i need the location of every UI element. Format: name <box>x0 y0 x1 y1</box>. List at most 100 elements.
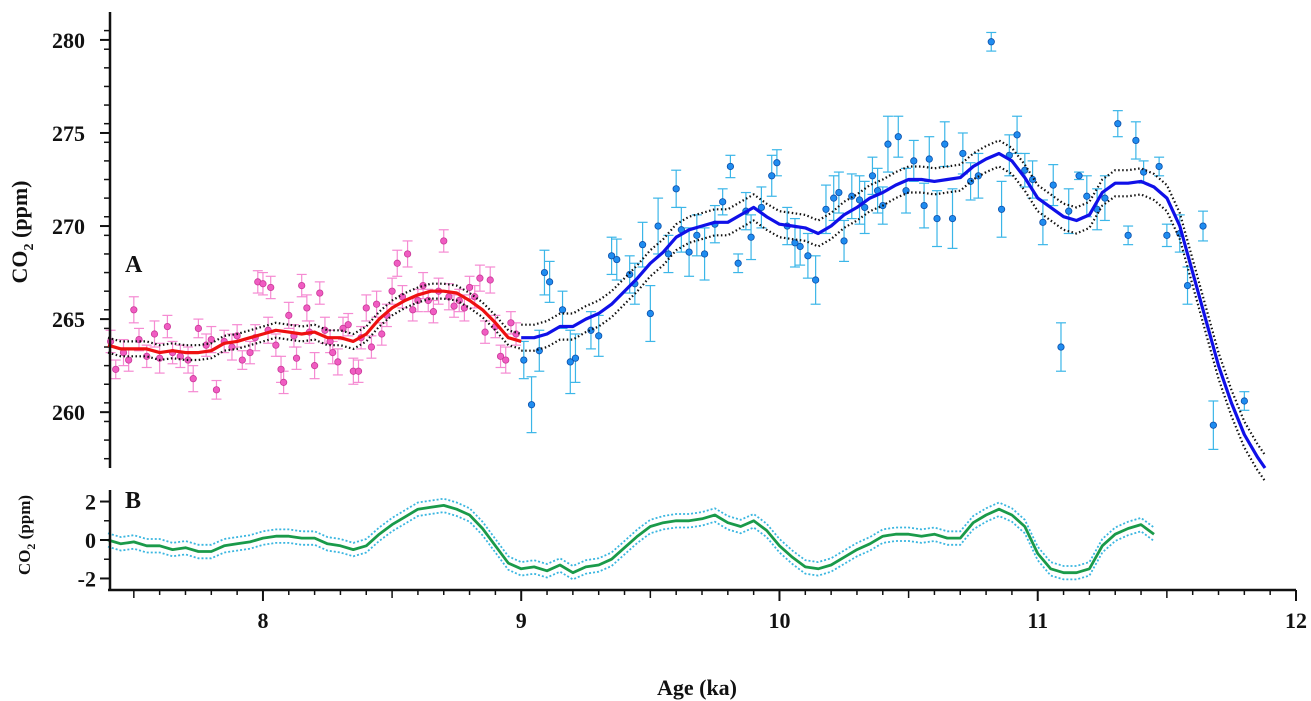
ylabel-b-main: CO <box>15 550 34 576</box>
data-point <box>546 278 554 286</box>
data-point <box>1124 231 1132 239</box>
data-point <box>796 242 804 251</box>
data-point <box>768 172 776 180</box>
data-point <box>812 276 820 284</box>
data-point <box>311 362 319 370</box>
data-point <box>163 322 171 331</box>
data-point <box>868 172 877 180</box>
data-point <box>654 222 662 230</box>
data-point <box>941 140 949 148</box>
data-point <box>861 203 869 212</box>
data-point <box>830 194 838 202</box>
ylabel-a-tail: (ppm) <box>7 181 32 244</box>
panel-b-y-ticks: -2 0 2 <box>78 490 110 591</box>
data-point <box>409 306 417 314</box>
ytick-a-label: 280 <box>52 28 85 53</box>
data-point <box>1075 172 1083 180</box>
data-point <box>693 231 701 239</box>
ylabel-b-tail: (ppm) <box>15 495 34 544</box>
ytick-b-label: 2 <box>85 490 96 515</box>
data-point <box>1183 281 1192 290</box>
residual-line <box>107 504 1155 575</box>
data-point <box>486 276 494 284</box>
spline-envelope-lower <box>521 165 1266 482</box>
ytick-b-label: 0 <box>85 528 96 553</box>
ytick-a-label: 260 <box>52 400 85 425</box>
data-point <box>460 304 468 312</box>
data-point <box>804 252 812 260</box>
data-point <box>791 239 799 247</box>
data-point <box>726 162 735 171</box>
data-point <box>822 205 830 213</box>
data-point <box>496 352 505 360</box>
data-point <box>354 367 363 375</box>
data-point <box>1049 181 1057 189</box>
data-point <box>1163 231 1171 239</box>
data-point <box>855 196 864 204</box>
data-point <box>1155 162 1163 171</box>
data-point <box>507 319 515 327</box>
data-point <box>238 356 246 364</box>
panel-b-marks <box>107 497 1155 581</box>
panel-b-y-title: CO2 (ppm) <box>15 495 38 575</box>
xtick-label: 10 <box>768 608 790 633</box>
data-point <box>1083 192 1091 200</box>
data-point <box>367 343 376 351</box>
spline-envelope-lower <box>107 297 522 362</box>
data-point <box>194 324 202 333</box>
data-point <box>1199 222 1207 230</box>
panel-a-y-title: CO2 (ppm) <box>7 181 37 284</box>
data-point <box>925 155 933 163</box>
data-point <box>429 308 438 316</box>
panel-label-a: A <box>125 252 143 278</box>
data-point <box>125 356 133 364</box>
data-point <box>664 250 673 258</box>
data-point <box>987 38 995 46</box>
data-point <box>450 302 458 310</box>
ytick-a-label: 265 <box>52 307 85 332</box>
data-point <box>719 198 727 206</box>
data-point <box>150 330 159 338</box>
data-point <box>540 268 549 277</box>
ytick-b-label: -2 <box>78 566 96 591</box>
data-point <box>372 300 381 308</box>
xtick-label: 9 <box>516 608 527 633</box>
data-point <box>1209 421 1217 429</box>
data-point <box>1101 194 1109 202</box>
data-point <box>527 401 536 409</box>
data-point <box>212 386 221 394</box>
data-point <box>321 326 329 334</box>
panel-a-y-ticks: 260 265 270 275 280 <box>52 28 110 460</box>
data-point <box>334 358 342 366</box>
ylabel-b-sub: 2 <box>24 544 38 550</box>
data-point <box>1057 343 1065 351</box>
data-point <box>840 237 848 245</box>
data-point <box>613 255 621 264</box>
data-point <box>388 287 396 295</box>
data-point <box>773 159 781 167</box>
data-point <box>1240 397 1248 405</box>
data-point <box>566 358 574 366</box>
spline-envelope-upper <box>107 282 522 347</box>
data-point <box>595 332 603 340</box>
spline-line <box>107 289 522 355</box>
data-point <box>1039 218 1047 226</box>
x-axis-title: Age (ka) <box>657 675 737 700</box>
data-point <box>571 354 580 362</box>
x-axis-ticks: 8 9 10 11 12 <box>133 590 1307 633</box>
data-point <box>189 375 197 383</box>
spline-line <box>521 151 1267 469</box>
data-point <box>246 349 254 357</box>
data-point <box>362 304 370 312</box>
data-point <box>476 274 484 282</box>
data-point <box>948 214 957 223</box>
data-point <box>747 233 755 241</box>
data-point <box>1065 207 1073 215</box>
xtick-label: 8 <box>257 608 268 633</box>
data-point <box>884 140 892 148</box>
data-point <box>277 365 285 373</box>
data-point <box>393 259 401 267</box>
data-point <box>685 248 693 256</box>
spline-envelope-upper <box>521 139 1266 456</box>
